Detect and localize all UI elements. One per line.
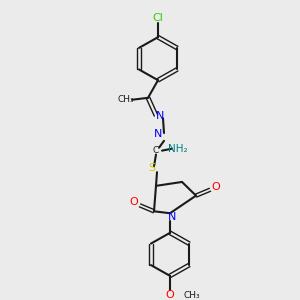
Text: NH₂: NH₂ xyxy=(168,144,188,154)
Text: O: O xyxy=(130,197,138,208)
Text: O: O xyxy=(166,290,174,300)
Text: N: N xyxy=(168,212,176,222)
Text: N: N xyxy=(154,129,162,139)
Text: C: C xyxy=(153,146,159,155)
Text: CH₃: CH₃ xyxy=(118,95,134,104)
Text: S: S xyxy=(148,163,156,173)
Text: N: N xyxy=(156,111,164,122)
Text: O: O xyxy=(212,182,220,192)
Text: Cl: Cl xyxy=(153,13,164,22)
Text: CH₃: CH₃ xyxy=(184,291,200,300)
